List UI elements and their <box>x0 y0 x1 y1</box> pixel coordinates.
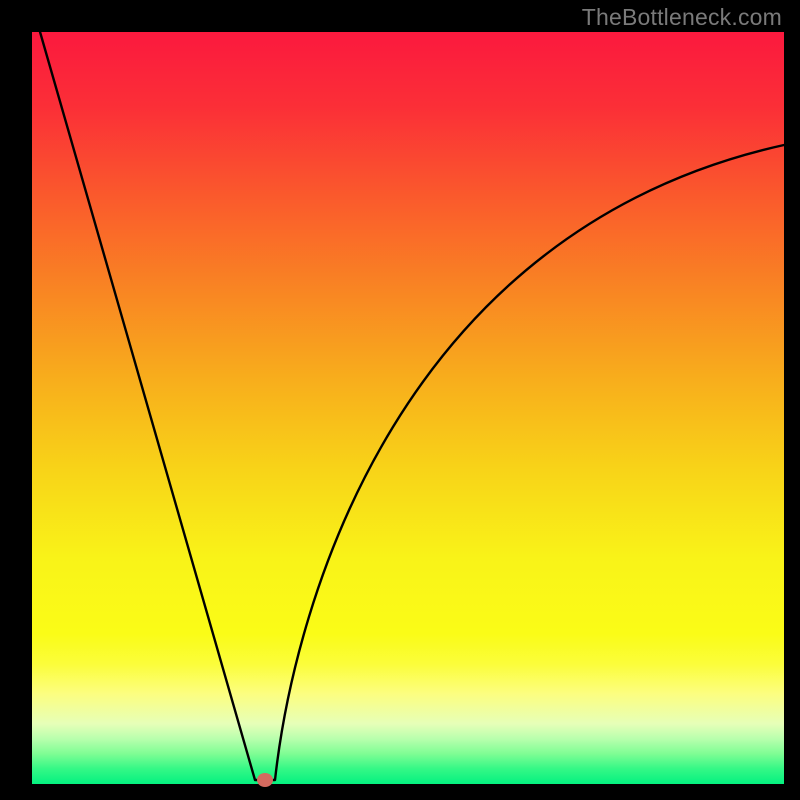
chart-stage: TheBottleneck.com <box>0 0 800 800</box>
watermark-text: TheBottleneck.com <box>582 4 782 31</box>
optimum-marker <box>257 773 273 787</box>
plot-background-gradient <box>32 32 784 784</box>
